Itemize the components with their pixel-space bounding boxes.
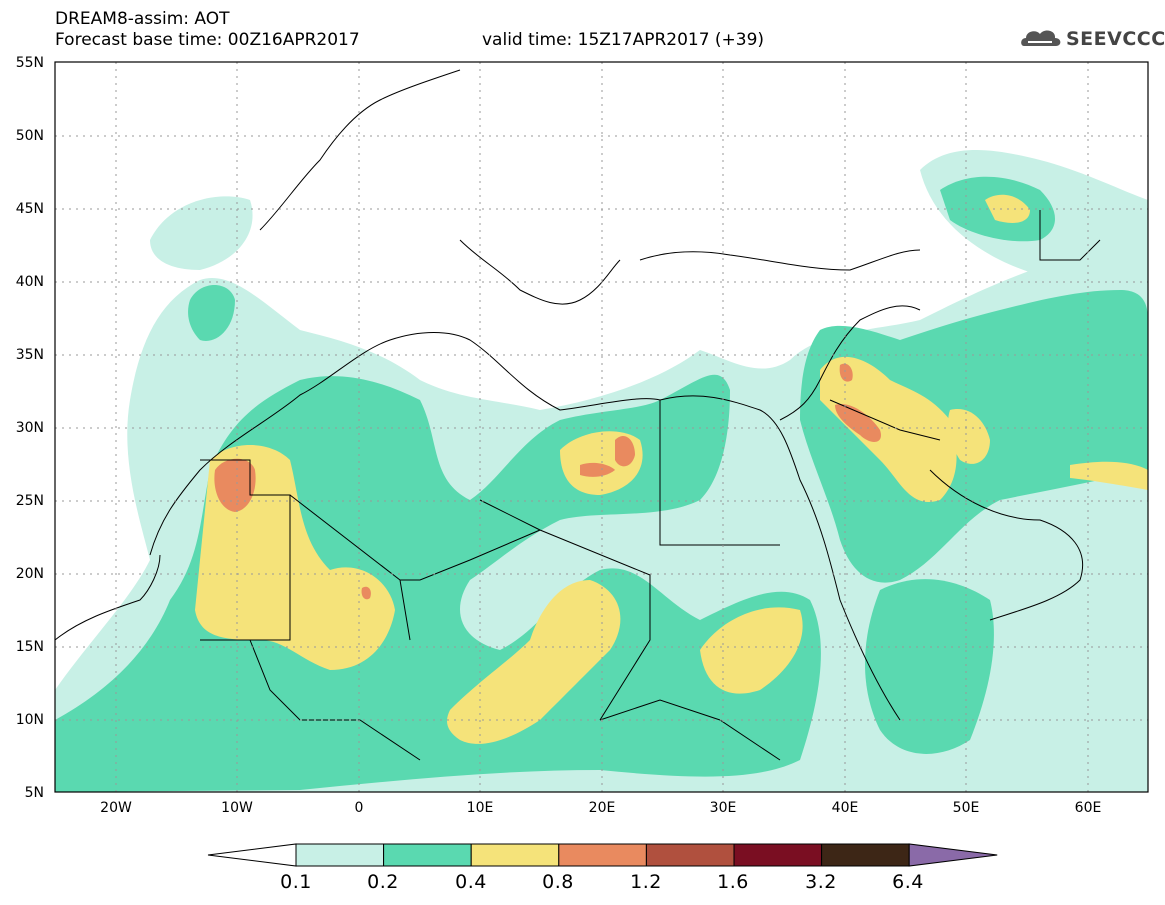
colorbar-label: 0.4 bbox=[455, 871, 487, 893]
x-tick-label: 50E bbox=[952, 800, 980, 816]
colorbar-label: 0.1 bbox=[280, 871, 312, 893]
y-tick-label: 10N bbox=[15, 712, 44, 728]
y-tick-label: 15N bbox=[15, 639, 44, 655]
colorbar-segment bbox=[295, 843, 385, 867]
colorbar-segment bbox=[821, 843, 910, 867]
y-tick-label: 25N bbox=[15, 493, 44, 509]
seevccc-logo-text: SEEVCCC bbox=[1066, 28, 1165, 50]
map-frame bbox=[54, 61, 1149, 793]
y-tick-label: 45N bbox=[15, 201, 44, 217]
x-tick-label: 60E bbox=[1074, 800, 1102, 816]
y-tick-label: 50N bbox=[15, 128, 44, 144]
y-tick-label: 40N bbox=[15, 274, 44, 290]
x-tick-label: 30E bbox=[709, 800, 737, 816]
x-tick-label: 0 bbox=[354, 800, 364, 816]
colorbar-segment bbox=[383, 843, 472, 867]
colorbar-label: 1.6 bbox=[717, 871, 749, 893]
colorbar-label: 6.4 bbox=[892, 871, 924, 893]
colorbar-label: 0.8 bbox=[542, 871, 574, 893]
x-tick-label: 10E bbox=[466, 800, 494, 816]
y-tick-label: 20N bbox=[15, 566, 44, 582]
x-tick-label: 20W bbox=[100, 800, 132, 816]
colorbar-segment bbox=[645, 843, 735, 867]
x-tick-label: 40E bbox=[831, 800, 859, 816]
y-tick-label: 35N bbox=[15, 347, 44, 363]
x-tick-label: 20E bbox=[588, 800, 616, 816]
aot-field bbox=[55, 62, 1148, 792]
colorbar-label: 1.2 bbox=[630, 871, 662, 893]
colorbar-label: 0.2 bbox=[367, 871, 399, 893]
cloud-logo-icon bbox=[1021, 30, 1061, 46]
valid-time: valid time: 15Z17APR2017 (+39) bbox=[482, 30, 765, 50]
colorbar-label: 3.2 bbox=[805, 871, 837, 893]
colorbar-left-arrow bbox=[207, 843, 297, 867]
colorbar-right-arrow bbox=[908, 843, 998, 867]
colorbar-segment bbox=[470, 843, 560, 867]
colorbar-segment bbox=[733, 843, 823, 867]
colorbar-segment bbox=[558, 843, 647, 867]
y-tick-label: 30N bbox=[15, 420, 44, 436]
grid-lines bbox=[55, 62, 1148, 792]
map-title: DREAM8-assim: AOT bbox=[55, 9, 230, 29]
forecast-base-time: Forecast base time: 00Z16APR2017 bbox=[55, 30, 360, 50]
y-tick-label: 5N bbox=[24, 785, 44, 801]
x-tick-label: 10W bbox=[221, 800, 253, 816]
y-tick-label: 55N bbox=[15, 55, 44, 71]
